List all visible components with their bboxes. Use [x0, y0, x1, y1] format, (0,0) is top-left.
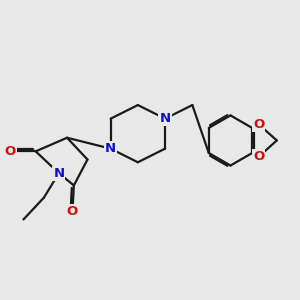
Text: O: O [253, 150, 264, 163]
Text: O: O [4, 145, 16, 158]
Text: O: O [67, 205, 78, 218]
Text: N: N [160, 112, 171, 125]
Text: N: N [105, 142, 116, 155]
Text: N: N [53, 167, 64, 180]
Text: O: O [253, 118, 264, 130]
